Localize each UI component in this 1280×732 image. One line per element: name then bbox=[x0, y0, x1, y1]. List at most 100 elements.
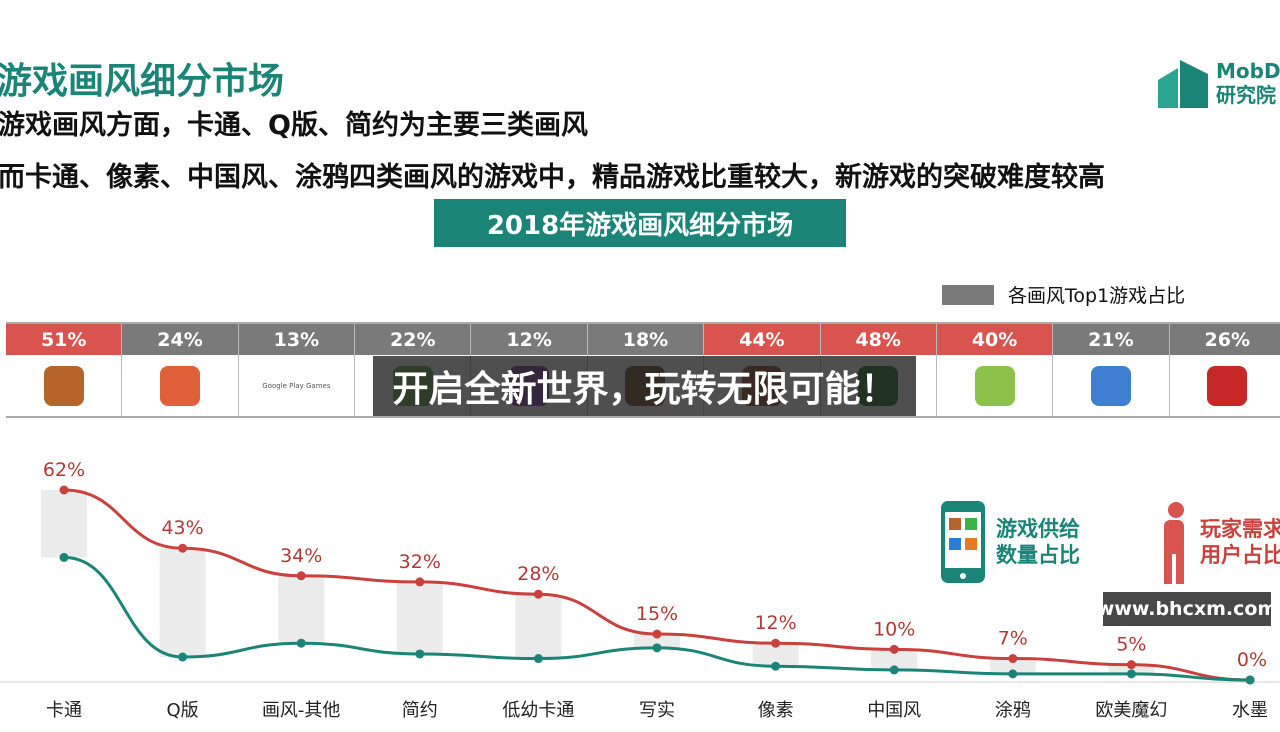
data-point bbox=[1008, 654, 1018, 664]
top1-share: 22% bbox=[355, 324, 471, 355]
person-icon bbox=[1164, 502, 1184, 584]
x-tick-label: 水墨 bbox=[1232, 700, 1268, 721]
data-label: 43% bbox=[161, 517, 203, 539]
data-point bbox=[889, 644, 899, 654]
game-icon-cell bbox=[1170, 355, 1280, 416]
top1-share: 24% bbox=[122, 324, 238, 355]
data-point bbox=[59, 552, 69, 562]
x-tick-label: 画风-其他 bbox=[262, 700, 341, 721]
x-tick-label: 像素 bbox=[758, 700, 794, 721]
page-title: 游戏画风细分市场 bbox=[0, 61, 285, 102]
data-point bbox=[296, 638, 306, 648]
mob-logo: MobD 研究院 bbox=[1158, 58, 1280, 108]
top1-legend: 各画风Top1游戏占比 bbox=[942, 281, 1185, 308]
overlay-banner: 开启全新世界，玩转无限可能！ bbox=[373, 356, 916, 416]
data-point bbox=[652, 643, 662, 653]
x-tick-label: 简约 bbox=[402, 700, 438, 721]
data-point bbox=[533, 589, 543, 599]
supply-label-2: 数量占比 bbox=[996, 543, 1080, 567]
data-point bbox=[1008, 669, 1018, 679]
logo-subtext: 研究院 bbox=[1216, 83, 1276, 107]
demand-label: 玩家需求 bbox=[1200, 517, 1280, 541]
data-point bbox=[771, 661, 781, 671]
phone-icon bbox=[941, 501, 985, 583]
supply-legend: 游戏供给 数量占比 bbox=[940, 500, 1080, 584]
game-icon-cell: Google Play Games bbox=[239, 355, 354, 416]
top1-share: 18% bbox=[587, 324, 704, 355]
gap-bar bbox=[396, 581, 443, 654]
series-line bbox=[63, 488, 1251, 682]
game-cell: 40% bbox=[936, 324, 1054, 416]
demand-legend: 玩家需求 用户占比 bbox=[1158, 500, 1280, 584]
data-label: 62% bbox=[43, 459, 85, 481]
data-point bbox=[178, 652, 188, 662]
series-line bbox=[63, 555, 1251, 682]
data-label: 15% bbox=[636, 603, 678, 625]
data-label: 0% bbox=[1237, 649, 1267, 671]
gap-bar bbox=[989, 658, 1036, 674]
game-icon bbox=[43, 365, 84, 406]
game-icon: Google Play Games bbox=[262, 381, 331, 390]
gap-bar bbox=[278, 575, 325, 644]
data-label: 28% bbox=[517, 563, 559, 585]
logo-icon bbox=[1158, 60, 1208, 108]
logo-text: MobD bbox=[1216, 59, 1280, 83]
game-icon bbox=[1207, 365, 1248, 406]
top1-share: 21% bbox=[1053, 324, 1169, 355]
data-label: 34% bbox=[280, 545, 322, 567]
gap-bar bbox=[159, 548, 206, 658]
top1-share: 51% bbox=[6, 324, 122, 355]
data-point bbox=[178, 543, 188, 553]
legend-swatch bbox=[942, 284, 994, 305]
game-cell: 24% bbox=[122, 324, 239, 416]
data-point bbox=[771, 638, 781, 648]
top1-share: 26% bbox=[1169, 324, 1280, 355]
game-icon-cell bbox=[1053, 355, 1168, 416]
data-label: 5% bbox=[1116, 634, 1146, 656]
game-icon bbox=[160, 365, 201, 406]
data-point bbox=[889, 665, 899, 675]
x-tick-label: 欧美魔幻 bbox=[1095, 700, 1167, 721]
gap-bar bbox=[1108, 664, 1155, 674]
data-point bbox=[1126, 660, 1136, 670]
data-point bbox=[415, 577, 425, 587]
top1-share: 40% bbox=[936, 324, 1053, 355]
game-cell: 51% bbox=[6, 324, 123, 416]
game-cell: 13% Google Play Games bbox=[238, 324, 356, 416]
game-icon-cell bbox=[937, 355, 1052, 416]
supply-label: 游戏供给 bbox=[996, 517, 1080, 541]
gap-bar bbox=[515, 594, 562, 659]
game-cell: 21% bbox=[1053, 324, 1170, 416]
data-point bbox=[1245, 675, 1255, 685]
watermark: www.bhcxm.com bbox=[1097, 592, 1277, 626]
summary-line-2: 而卡通、像素、中国风、涂鸦四类画风的游戏中，精品游戏比重较大，新游戏的突破难度较… bbox=[0, 162, 1105, 193]
line-chart: 62% 43% 34% 32% 28% 15% 12% 10% 7% 5% 0% 卡通 Q版 画风-其他 简… bbox=[0, 459, 1280, 721]
top1-share: 12% bbox=[471, 324, 587, 355]
data-label: 7% bbox=[998, 628, 1028, 650]
top1-share: 44% bbox=[704, 324, 820, 355]
data-label: 10% bbox=[873, 618, 915, 640]
top1-share: 13% bbox=[238, 324, 355, 355]
data-point bbox=[1126, 669, 1136, 679]
data-label: 32% bbox=[399, 551, 441, 573]
x-tick-label: 低幼卡通 bbox=[502, 700, 574, 721]
game-cell: 26% bbox=[1169, 324, 1280, 416]
data-point bbox=[415, 649, 425, 659]
data-point bbox=[59, 485, 69, 495]
legend-label: 各画风Top1游戏占比 bbox=[1008, 285, 1186, 307]
x-tick-label: 中国风 bbox=[867, 700, 921, 721]
x-tick-label: 写实 bbox=[639, 700, 675, 721]
game-icon-cell bbox=[6, 355, 121, 416]
data-point bbox=[652, 629, 662, 639]
gap-bar bbox=[871, 649, 918, 670]
data-point bbox=[533, 654, 543, 664]
gap-bar bbox=[634, 634, 680, 648]
game-icon-cell bbox=[122, 355, 237, 416]
x-tick-label: 卡通 bbox=[46, 700, 82, 721]
gap-bar bbox=[752, 643, 799, 667]
gap-bar bbox=[41, 490, 87, 558]
summary-line-1: 游戏画风方面，卡通、Q版、简约为主要三类画风 bbox=[0, 110, 588, 141]
data-label: 12% bbox=[754, 612, 796, 634]
top1-share: 48% bbox=[820, 324, 936, 355]
game-icon bbox=[1090, 365, 1131, 406]
